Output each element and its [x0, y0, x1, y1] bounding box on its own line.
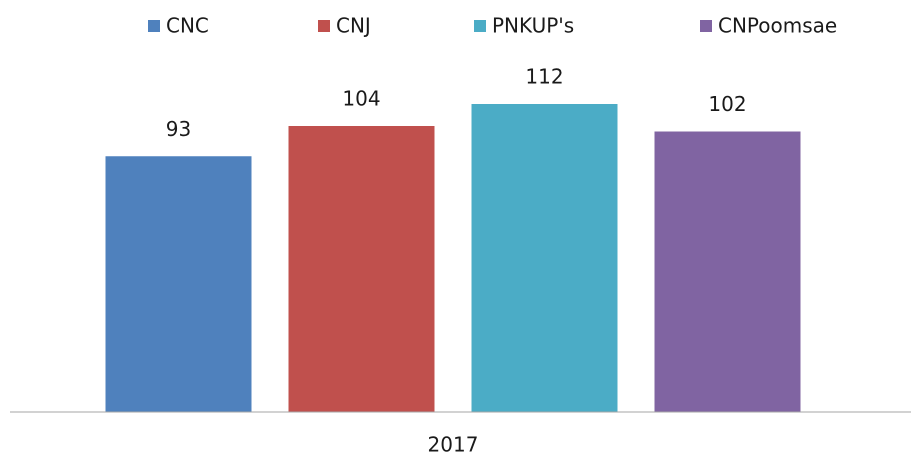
legend-swatch	[700, 20, 712, 32]
legend-label: CNJ	[336, 14, 371, 38]
bar	[105, 156, 252, 412]
bar	[471, 104, 618, 412]
data-label: 104	[342, 87, 380, 111]
data-label: 112	[525, 65, 563, 89]
legend-swatch	[318, 20, 330, 32]
legend-label: PNKUP's	[492, 14, 574, 38]
data-label: 93	[166, 117, 191, 141]
legend-swatch	[148, 20, 160, 32]
legend-label: CNC	[166, 14, 209, 38]
bar	[654, 131, 801, 412]
legend-label: CNPoomsae	[718, 14, 837, 38]
x-tick-label: 2017	[428, 433, 479, 457]
legend-swatch	[474, 20, 486, 32]
bar	[288, 126, 435, 412]
data-label: 102	[708, 92, 746, 116]
